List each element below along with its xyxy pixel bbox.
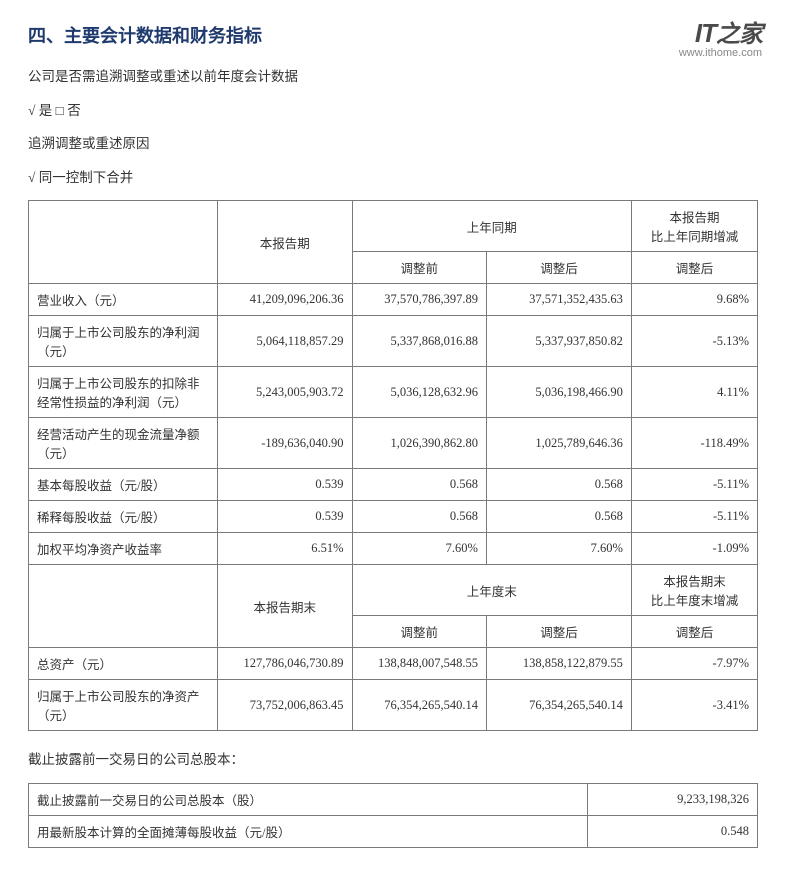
table-row: 加权平均净资产收益率 6.51% 7.60% 7.60% -1.09% xyxy=(29,533,758,565)
intro-line-0: 公司是否需追溯调整或重述以前年度会计数据 xyxy=(28,66,758,88)
row-after: 76,354,265,540.14 xyxy=(486,680,631,731)
row-chg: -1.09% xyxy=(631,533,757,565)
table-row: 营业收入（元） 41,209,096,206.36 37,570,786,397… xyxy=(29,284,758,316)
table-row: 经营活动产生的现金流量净额（元） -189,636,040.90 1,026,3… xyxy=(29,418,758,469)
row-chg: -5.13% xyxy=(631,316,757,367)
row-chg: -118.49% xyxy=(631,418,757,469)
row-before: 5,036,128,632.96 xyxy=(352,367,486,418)
row-label: 归属于上市公司股东的净资产（元） xyxy=(29,680,218,731)
th-after-adj: 调整后 xyxy=(486,252,631,284)
row-cur: 73,752,006,863.45 xyxy=(218,680,352,731)
th-prior-period: 上年同期 xyxy=(352,201,631,252)
row-cur: 0.539 xyxy=(218,501,352,533)
row-after: 138,858,122,879.55 xyxy=(486,648,631,680)
watermark-url: www.ithome.com xyxy=(679,47,762,59)
row-before: 1,026,390,862.80 xyxy=(352,418,486,469)
table-header2-row-1: 本报告期末 上年度末 本报告期末 比上年度末增减 xyxy=(29,565,758,616)
table-row: 总资产（元） 127,786,046,730.89 138,848,007,54… xyxy=(29,648,758,680)
table-row: 归属于上市公司股东的净利润（元） 5,064,118,857.29 5,337,… xyxy=(29,316,758,367)
th2-current-end: 本报告期末 xyxy=(218,565,352,648)
th-after-adj2: 调整后 xyxy=(631,252,757,284)
th2-before-adj: 调整前 xyxy=(352,616,486,648)
th-blank xyxy=(29,201,218,284)
row-cur: 5,243,005,903.72 xyxy=(218,367,352,418)
row-label: 基本每股收益（元/股） xyxy=(29,469,218,501)
row-after: 37,571,352,435.63 xyxy=(486,284,631,316)
row-label: 总资产（元） xyxy=(29,648,218,680)
th2-blank xyxy=(29,565,218,648)
table-row: 基本每股收益（元/股） 0.539 0.568 0.568 -5.11% xyxy=(29,469,758,501)
intro-line-1: √ 是 □ 否 xyxy=(28,100,758,122)
share-capital-table: 截止披露前一交易日的公司总股本（股） 9,233,198,326 用最新股本计算… xyxy=(28,783,758,848)
intro-line-2: 追溯调整或重述原因 xyxy=(28,133,758,155)
table-row: 截止披露前一交易日的公司总股本（股） 9,233,198,326 xyxy=(29,783,758,815)
note-line: 截止披露前一交易日的公司总股本： xyxy=(28,749,758,771)
row-before: 138,848,007,548.55 xyxy=(352,648,486,680)
row-before: 7.60% xyxy=(352,533,486,565)
table-row: 归属于上市公司股东的净资产（元） 73,752,006,863.45 76,35… xyxy=(29,680,758,731)
row-cur: 127,786,046,730.89 xyxy=(218,648,352,680)
row-label: 归属于上市公司股东的净利润（元） xyxy=(29,316,218,367)
watermark-logo: IT之家 xyxy=(679,14,762,49)
th-change: 本报告期 比上年同期增减 xyxy=(631,201,757,252)
row-after: 1,025,789,646.36 xyxy=(486,418,631,469)
row-cur: 41,209,096,206.36 xyxy=(218,284,352,316)
row-after: 0.568 xyxy=(486,469,631,501)
row-before: 76,354,265,540.14 xyxy=(352,680,486,731)
th2-prior-end: 上年度末 xyxy=(352,565,631,616)
th2-change-end: 本报告期末 比上年度末增减 xyxy=(631,565,757,616)
row-label: 经营活动产生的现金流量净额（元） xyxy=(29,418,218,469)
watermark: IT之家 www.ithome.com xyxy=(679,14,762,59)
row-chg: -7.97% xyxy=(631,648,757,680)
row-before: 0.568 xyxy=(352,469,486,501)
row-label: 截止披露前一交易日的公司总股本（股） xyxy=(29,783,588,815)
row-label: 稀释每股收益（元/股） xyxy=(29,501,218,533)
row-label: 归属于上市公司股东的扣除非经常性损益的净利润（元） xyxy=(29,367,218,418)
row-after: 0.568 xyxy=(486,501,631,533)
row-label: 加权平均净资产收益率 xyxy=(29,533,218,565)
th-current-period: 本报告期 xyxy=(218,201,352,284)
row-cur: 5,064,118,857.29 xyxy=(218,316,352,367)
row-cur: 6.51% xyxy=(218,533,352,565)
row-chg: -5.11% xyxy=(631,469,757,501)
table-row: 归属于上市公司股东的扣除非经常性损益的净利润（元） 5,243,005,903.… xyxy=(29,367,758,418)
section-heading: 四、主要会计数据和财务指标 xyxy=(28,22,758,48)
row-chg: -3.41% xyxy=(631,680,757,731)
row-before: 37,570,786,397.89 xyxy=(352,284,486,316)
row-chg: 9.68% xyxy=(631,284,757,316)
row-chg: 4.11% xyxy=(631,367,757,418)
row-cur: -189,636,040.90 xyxy=(218,418,352,469)
row-val: 0.548 xyxy=(588,815,758,847)
row-cur: 0.539 xyxy=(218,469,352,501)
th2-after-adj: 调整后 xyxy=(486,616,631,648)
financial-table: 本报告期 上年同期 本报告期 比上年同期增减 调整前 调整后 调整后 营业收入（… xyxy=(28,200,758,731)
row-before: 5,337,868,016.88 xyxy=(352,316,486,367)
row-after: 5,337,937,850.82 xyxy=(486,316,631,367)
row-chg: -5.11% xyxy=(631,501,757,533)
row-after: 7.60% xyxy=(486,533,631,565)
row-after: 5,036,198,466.90 xyxy=(486,367,631,418)
table-header-row-1: 本报告期 上年同期 本报告期 比上年同期增减 xyxy=(29,201,758,252)
th2-after-adj2: 调整后 xyxy=(631,616,757,648)
table-row: 用最新股本计算的全面摊薄每股收益（元/股） 0.548 xyxy=(29,815,758,847)
row-before: 0.568 xyxy=(352,501,486,533)
row-label: 用最新股本计算的全面摊薄每股收益（元/股） xyxy=(29,815,588,847)
table-row: 稀释每股收益（元/股） 0.539 0.568 0.568 -5.11% xyxy=(29,501,758,533)
th-before-adj: 调整前 xyxy=(352,252,486,284)
row-val: 9,233,198,326 xyxy=(588,783,758,815)
intro-line-3: √ 同一控制下合并 xyxy=(28,167,758,189)
row-label: 营业收入（元） xyxy=(29,284,218,316)
